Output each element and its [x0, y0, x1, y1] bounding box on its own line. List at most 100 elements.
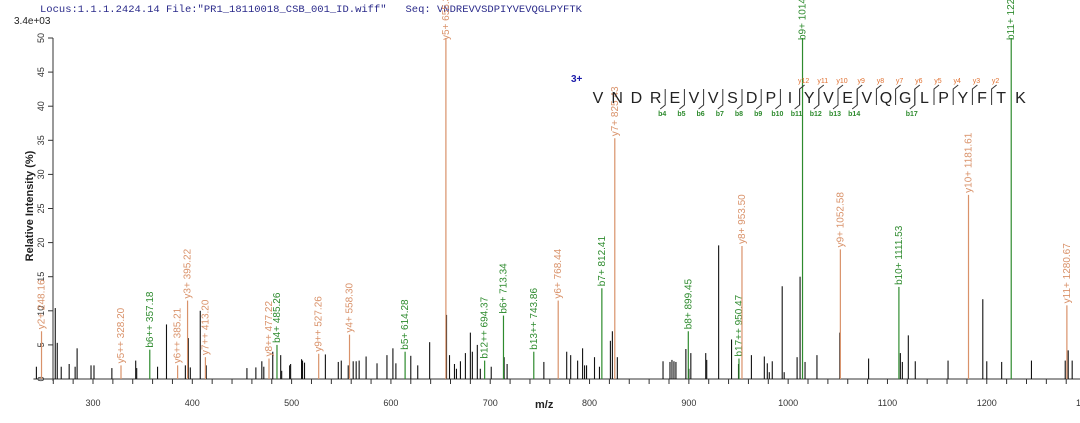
- peak-label: y4+ 558.30: [345, 282, 356, 332]
- svg-text:b12: b12: [810, 111, 822, 118]
- peak-label: y8+ 953.50: [737, 194, 748, 244]
- residue: V: [593, 90, 604, 107]
- peak-label: b5+ 614.28: [400, 299, 411, 350]
- residue: Y: [957, 90, 968, 107]
- residue: L: [920, 90, 929, 107]
- residue: V: [823, 90, 834, 107]
- peak-label: b8+ 899.45: [683, 278, 694, 329]
- intensity-scale-label: 3.4e+03: [14, 16, 51, 27]
- svg-text:700: 700: [483, 398, 498, 408]
- peak-label: b6++ 357.18: [145, 291, 156, 348]
- peak-label: y3+ 395.22: [183, 248, 194, 298]
- peak-label: y11+ 1280.67: [1062, 243, 1073, 304]
- residue: Y: [804, 90, 815, 107]
- residue: K: [1015, 90, 1026, 107]
- svg-text:b7: b7: [716, 111, 724, 118]
- peak-label: b13++ 743.86: [529, 288, 540, 350]
- peak-label: y8++ 477.22: [264, 300, 275, 356]
- peak-label: b11+ 1224.62: [1006, 0, 1017, 40]
- peak-label: y9++ 527.26: [314, 296, 325, 352]
- residue: V: [689, 90, 700, 107]
- svg-text:y9: y9: [857, 78, 865, 85]
- svg-text:b8: b8: [735, 111, 743, 118]
- residue: I: [788, 90, 792, 107]
- residue: V: [708, 90, 719, 107]
- peak-label: b7+ 812.41: [597, 236, 608, 287]
- svg-text:y12: y12: [798, 78, 809, 85]
- residue: P: [765, 90, 776, 107]
- y-tick-label: 35: [36, 135, 46, 145]
- svg-text:b4: b4: [658, 111, 666, 118]
- y-tick-label: 50: [36, 33, 46, 43]
- svg-text:b9: b9: [754, 111, 762, 118]
- y-tick-label: 25: [36, 203, 46, 213]
- residue: E: [842, 90, 853, 107]
- svg-text:b6: b6: [697, 111, 705, 118]
- svg-text:y4: y4: [953, 78, 961, 85]
- file-label: File:"PR1_18110018_CSB_001_ID.wiff": [166, 4, 387, 16]
- sequence-label: Seq: VNDREVVSDPIYVEVQGLPYFTK: [405, 4, 582, 16]
- peak-label: b4+ 485.26: [272, 292, 283, 343]
- peak-label: y7+ 825.43: [610, 86, 621, 136]
- svg-text:b17: b17: [906, 111, 918, 118]
- peak-label: y10+ 1181.61: [964, 132, 975, 193]
- svg-text:b11: b11: [791, 111, 803, 118]
- residue: F: [977, 90, 987, 107]
- peak-label: b17++ 950.47: [734, 294, 745, 356]
- svg-text:300: 300: [85, 398, 100, 408]
- svg-text:y6: y6: [915, 78, 923, 85]
- peak-label: y6+ 768.44: [553, 248, 564, 298]
- peak-label: b6+ 713.34: [498, 263, 509, 314]
- svg-text:y3: y3: [973, 78, 981, 85]
- svg-text:1000: 1000: [778, 398, 798, 408]
- y-tick-label: 10: [36, 306, 46, 316]
- residue: D: [631, 90, 643, 107]
- residue: E: [669, 90, 680, 107]
- residue: R: [650, 90, 662, 107]
- svg-text:900: 900: [681, 398, 696, 408]
- y-tick-label: 20: [36, 238, 46, 248]
- peak-label: y2+ 248.16: [37, 279, 48, 329]
- residue: S: [727, 90, 738, 107]
- svg-text:y8: y8: [877, 78, 885, 85]
- residue: G: [899, 90, 911, 107]
- peak-label: y6++ 385.21: [173, 307, 184, 363]
- peak-label: b10+ 1111.53: [894, 225, 905, 285]
- locus-label: Locus:1.1.1.2424.14: [40, 4, 160, 16]
- svg-text:500: 500: [284, 398, 299, 408]
- y-tick-label: 30: [36, 169, 46, 179]
- annotated-peaks: y2+ 248.16 y5++ 328.20 b6++ 357.18 y6++ 385…: [37, 0, 1073, 379]
- y-tick-label: 15: [36, 272, 46, 282]
- svg-text:b5: b5: [677, 111, 685, 118]
- peak-label: y5+ 655.36: [441, 0, 452, 40]
- peak-label: y9+ 1052.58: [835, 192, 846, 248]
- residue: D: [746, 90, 758, 107]
- residue: T: [996, 90, 1006, 107]
- svg-text:1300: 1300: [1076, 398, 1080, 408]
- svg-text:b14: b14: [848, 111, 860, 118]
- svg-text:800: 800: [582, 398, 597, 408]
- svg-text:y2: y2: [992, 78, 1000, 85]
- x-axis-label: m/z: [535, 399, 554, 411]
- svg-text:1200: 1200: [977, 398, 997, 408]
- svg-text:1100: 1100: [878, 398, 897, 408]
- svg-text:y10: y10: [836, 78, 847, 85]
- sequence-coverage-map: 3+V N D R E V V S D P I Y V E V Q G L P Y F T Kb4 b5 b6 b7 b8 b9 b10…: [571, 74, 1026, 118]
- axes: 0510152025303540455030040050060070080090…: [33, 33, 1080, 408]
- charge-state-label: 3+: [571, 74, 583, 85]
- svg-text:y5: y5: [934, 78, 942, 85]
- y-tick-label: 40: [36, 101, 46, 111]
- residue: Q: [880, 90, 892, 107]
- unassigned-peaks: [35, 245, 1073, 379]
- svg-text:b10: b10: [771, 111, 783, 118]
- svg-text:400: 400: [185, 398, 200, 408]
- peak-label: b9+ 1014.47: [798, 0, 809, 40]
- svg-text:600: 600: [383, 398, 398, 408]
- peak-label: y5++ 328.20: [116, 307, 127, 363]
- spectrum-header: Locus:1.1.1.2424.14 File:"PR1_18110018_C…: [40, 4, 582, 16]
- peak-label: y7++ 413.20: [200, 299, 211, 355]
- y-tick-label: 45: [36, 67, 46, 77]
- residue: V: [861, 90, 872, 107]
- peak-label: b12++ 694.37: [480, 296, 491, 358]
